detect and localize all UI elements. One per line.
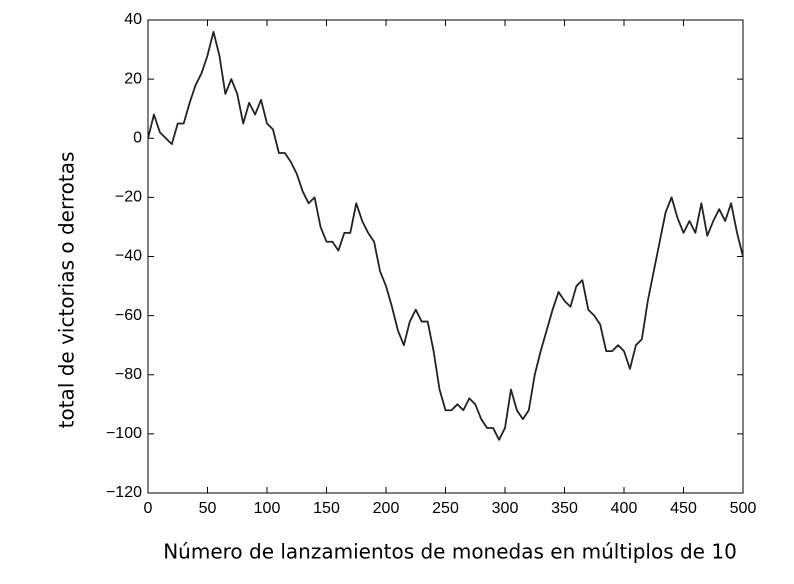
- plot-frame: [147, 19, 744, 494]
- y-tick-label: −20: [115, 189, 142, 206]
- y-tick-label: −40: [115, 248, 142, 265]
- x-tick-label: 250: [432, 500, 459, 517]
- x-tick-label: 0: [144, 500, 153, 517]
- x-tick-label: 200: [373, 500, 400, 517]
- y-tick-label: −80: [115, 366, 142, 383]
- y-axis-label: total de victorias o derrotas: [55, 152, 79, 429]
- x-tick-label: 400: [611, 500, 638, 517]
- y-tick-label: 40: [124, 11, 142, 28]
- x-tick-label: 150: [313, 500, 340, 517]
- x-tick-label: 500: [730, 500, 757, 517]
- x-tick-label: 50: [199, 500, 217, 517]
- y-tick-label: 20: [124, 70, 142, 87]
- x-axis-label: Número de lanzamientos de monedas en múl…: [163, 540, 737, 564]
- y-tick-label: −120: [106, 484, 142, 501]
- y-tick-label: 0: [133, 129, 142, 146]
- y-tick-label: −100: [106, 425, 142, 442]
- x-tick-label: 100: [254, 500, 281, 517]
- x-tick-label: 450: [670, 500, 697, 517]
- line-series: [147, 30, 744, 441]
- x-tick-label: 300: [492, 500, 519, 517]
- y-tick-label: −60: [115, 307, 142, 324]
- x-tick-label: 350: [551, 500, 578, 517]
